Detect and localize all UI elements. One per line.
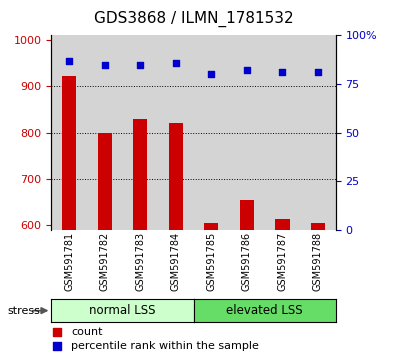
Text: normal LSS: normal LSS <box>89 304 156 317</box>
Point <box>173 60 179 65</box>
Point <box>102 62 108 67</box>
Bar <box>300 35 336 230</box>
Text: GSM591783: GSM591783 <box>135 232 145 291</box>
Text: GSM591787: GSM591787 <box>277 232 288 291</box>
Point <box>208 72 214 77</box>
Point <box>54 330 60 335</box>
Text: GSM591785: GSM591785 <box>206 232 216 291</box>
Bar <box>122 35 158 230</box>
Text: GDS3868 / ILMN_1781532: GDS3868 / ILMN_1781532 <box>94 11 293 27</box>
Bar <box>98 133 112 230</box>
Bar <box>204 223 218 230</box>
Point <box>315 69 321 75</box>
Bar <box>169 124 183 230</box>
Text: GSM591781: GSM591781 <box>64 232 74 291</box>
Bar <box>51 35 87 230</box>
Text: stress: stress <box>8 306 41 316</box>
Bar <box>240 200 254 230</box>
Bar <box>194 35 229 230</box>
Bar <box>275 218 290 230</box>
Text: percentile rank within the sample: percentile rank within the sample <box>71 341 259 350</box>
Text: count: count <box>71 327 103 337</box>
Point <box>137 62 143 67</box>
Text: GSM591784: GSM591784 <box>171 232 181 291</box>
Bar <box>62 76 76 230</box>
Text: GSM591786: GSM591786 <box>242 232 252 291</box>
Bar <box>311 223 325 230</box>
Point <box>279 69 286 75</box>
Text: elevated LSS: elevated LSS <box>226 304 303 317</box>
Text: GSM591788: GSM591788 <box>313 232 323 291</box>
Bar <box>87 35 122 230</box>
Point <box>244 68 250 73</box>
Point <box>66 58 72 63</box>
Bar <box>158 35 194 230</box>
Bar <box>229 35 265 230</box>
Point <box>54 343 60 348</box>
Bar <box>265 35 300 230</box>
Bar <box>133 119 147 230</box>
Text: GSM591782: GSM591782 <box>100 232 110 291</box>
